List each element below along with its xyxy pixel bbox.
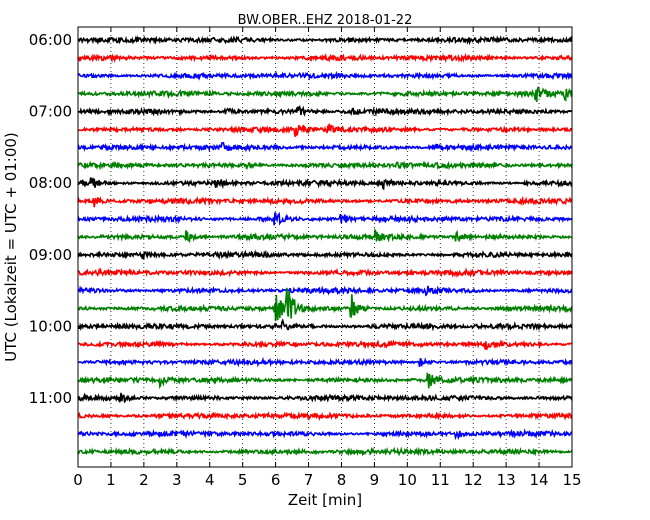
x-tick-label: 0	[73, 471, 83, 489]
y-tick-label: 07:00	[29, 103, 72, 121]
trace-0815	[77, 195, 573, 208]
trace-0800	[77, 177, 573, 191]
trace-0730	[77, 141, 573, 153]
y-tick-label: 06:00	[29, 31, 72, 49]
trace-0900	[77, 249, 573, 260]
traces-layer	[77, 35, 573, 457]
y-tick-label: 10:00	[29, 317, 72, 335]
x-tick-label: 2	[139, 471, 149, 489]
trace-0615	[77, 52, 573, 64]
trace-0830	[77, 211, 573, 226]
chart-title: BW.OBER..EHZ 2018-01-22	[238, 13, 413, 28]
grid-layer	[110, 27, 540, 467]
y-tick-label: 11:00	[29, 389, 72, 407]
trace-1115	[77, 410, 573, 421]
trace-0600	[77, 35, 573, 46]
x-tick-label: 10	[398, 471, 417, 489]
y-tick-label: 08:00	[29, 174, 72, 192]
x-tick-label: 5	[238, 471, 248, 489]
trace-0700	[77, 105, 573, 118]
trace-0930	[77, 285, 573, 297]
x-axis-label: Zeit [min]	[288, 491, 362, 509]
trace-0630	[77, 70, 573, 81]
trace-0745	[77, 160, 573, 171]
x-tick-label: 15	[562, 471, 581, 489]
trace-1030	[77, 356, 573, 368]
trace-0915	[77, 267, 573, 279]
trace-0645	[77, 85, 573, 102]
x-tick-label: 8	[337, 471, 347, 489]
x-tick-label: 11	[431, 471, 450, 489]
x-tick-label: 4	[205, 471, 215, 489]
trace-0715	[77, 123, 573, 138]
x-tick-label: 14	[530, 471, 549, 489]
x-tick-label: 12	[464, 471, 483, 489]
x-tick-label: 3	[172, 471, 182, 489]
trace-1000	[77, 318, 573, 332]
axis-layer: 0 1 2 3 4 5 6 7 8 9 10 11 12 13 14 1506:0007:0008:0009:…	[29, 27, 582, 489]
x-tick-label: 9	[370, 471, 380, 489]
x-tick-label: 13	[497, 471, 516, 489]
x-tick-label: 6	[271, 471, 281, 489]
y-axis-label: UTC (Lokalzeit = UTC + 01:00)	[2, 132, 20, 362]
trace-1015	[77, 339, 573, 350]
x-tick-label: 7	[304, 471, 314, 489]
trace-0945	[77, 287, 573, 322]
trace-1045	[77, 371, 573, 390]
trace-0845	[77, 227, 573, 244]
trace-1100	[77, 392, 573, 404]
x-tick-label: 1	[106, 471, 116, 489]
y-tick-label: 09:00	[29, 246, 72, 264]
trace-1130	[77, 428, 573, 441]
trace-1145	[77, 446, 573, 457]
plot-frame	[77, 26, 573, 468]
